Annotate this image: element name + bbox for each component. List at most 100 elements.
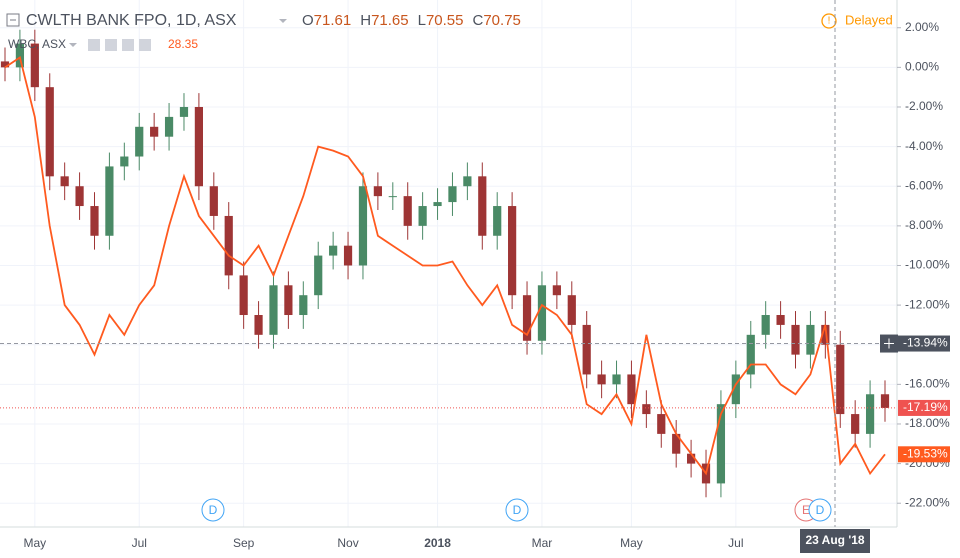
series-last-box (898, 446, 950, 463)
candle-body (567, 295, 576, 325)
y-tick-label: -10.00% (905, 258, 950, 272)
candle-body (776, 315, 785, 325)
x-tick-label: Jul (728, 536, 743, 550)
candle-body (478, 176, 487, 236)
candle-body (418, 206, 427, 226)
y-tick-label: -16.00% (905, 377, 950, 391)
crosshair-value-label: -13.94% (903, 336, 948, 350)
candle-body (522, 295, 532, 341)
candle-body (672, 433, 681, 454)
candle-body (343, 245, 353, 266)
candle-body (403, 196, 412, 226)
ohlc-values: O71.61 H71.65 L70.55 C70.75 (302, 12, 521, 29)
compare-name: WBC, ASX (8, 37, 66, 51)
candle-body (836, 344, 845, 415)
candle-body (433, 202, 442, 207)
candle-body (194, 106, 203, 187)
candle-body (821, 324, 830, 345)
candle-body (865, 394, 875, 434)
candle-body (135, 126, 144, 157)
candle-body (314, 255, 323, 296)
x-tick-label: Nov (337, 536, 358, 550)
candle-body (552, 285, 561, 296)
y-tick-label: -2.00% (905, 99, 943, 113)
y-tick-label: -8.00% (905, 218, 943, 232)
candle-body (254, 315, 263, 335)
candle-body (358, 186, 368, 266)
candle-body (746, 334, 755, 375)
chart-title: CWLTH BANK FPO, 1D, ASX (26, 12, 237, 29)
y-tick-label: 0.00% (905, 60, 939, 74)
event-label: D (209, 503, 218, 517)
x-tick-label: Sep (233, 536, 255, 550)
crosshair-value-box (898, 335, 950, 352)
candle-body (60, 176, 69, 187)
candle-body (75, 186, 84, 207)
candle-body (269, 285, 278, 335)
candle-body (597, 374, 606, 385)
candle-body (493, 206, 502, 236)
candle-body (627, 374, 636, 405)
candle-body (150, 126, 159, 137)
candle-body (329, 245, 338, 256)
delayed-icon (821, 13, 837, 29)
candle-body (761, 315, 770, 335)
y-tick-label: -22.00% (905, 495, 950, 509)
candle-body (284, 285, 293, 316)
last-price-label: -17.19% (903, 400, 948, 414)
settings-button[interactable] (105, 39, 117, 51)
header: CWLTH BANK FPO, 1D, ASX O71.61 H71.65 L70.… (6, 12, 893, 51)
remove-button[interactable] (139, 39, 151, 51)
candle-body (388, 196, 397, 198)
y-tick-label: -18.00% (905, 416, 950, 430)
x-tick-label: May (620, 536, 643, 550)
series-last-label: -19.53% (903, 446, 948, 460)
delayed-icon-mark: ! (828, 16, 831, 27)
ohlc-value: 70.55 (426, 12, 464, 29)
crosshair-date-label: 23 Aug '18 (805, 533, 864, 547)
event-marker[interactable] (505, 498, 529, 522)
candle-body (179, 106, 189, 117)
x-tick-label: Jul (132, 536, 147, 550)
axes: 2.00% 0.00% -2.00% -4.00% -6.00% -8.00% -10.00… (23, 20, 950, 550)
x-tick-label: 2018 (424, 536, 451, 550)
event-label: E (802, 503, 810, 517)
compare-line (4, 56, 886, 476)
ohlc-label: H (360, 12, 371, 29)
candle-body (537, 285, 547, 341)
ohlc-value: 70.75 (483, 12, 521, 29)
x-tick-label: May (23, 536, 46, 550)
event-label: D (513, 503, 522, 517)
x-tick-label: Mar (532, 536, 553, 550)
eye-button[interactable] (88, 39, 100, 51)
grid (0, 0, 897, 527)
event-marker[interactable] (808, 498, 832, 522)
candle-body (642, 404, 651, 415)
dropdown-arrow[interactable] (69, 43, 77, 47)
candle-body (90, 206, 99, 236)
collapse-icon[interactable] (6, 13, 20, 27)
candle-body (463, 176, 472, 187)
event-label: D (816, 503, 825, 517)
y-tick-label: -6.00% (905, 178, 943, 192)
more-button[interactable] (122, 39, 134, 51)
ohlc-value: 71.65 (371, 12, 409, 29)
compare-value: 28.35 (168, 37, 198, 51)
ohlc-label: L (418, 12, 426, 29)
dropdown-arrow[interactable] (279, 19, 287, 23)
y-tick-label: 2.00% (905, 20, 939, 34)
candle-body (0, 61, 10, 68)
candle-body (657, 414, 666, 434)
candle-body (299, 295, 308, 316)
crosshair-plus (884, 338, 894, 349)
event-marker[interactable] (201, 498, 225, 522)
candle-body (164, 116, 174, 137)
last-price-box (898, 399, 950, 416)
candle-body (731, 374, 740, 405)
y-tick-label: -4.00% (905, 139, 943, 153)
candle-body (15, 43, 25, 68)
candle-body (224, 215, 233, 276)
